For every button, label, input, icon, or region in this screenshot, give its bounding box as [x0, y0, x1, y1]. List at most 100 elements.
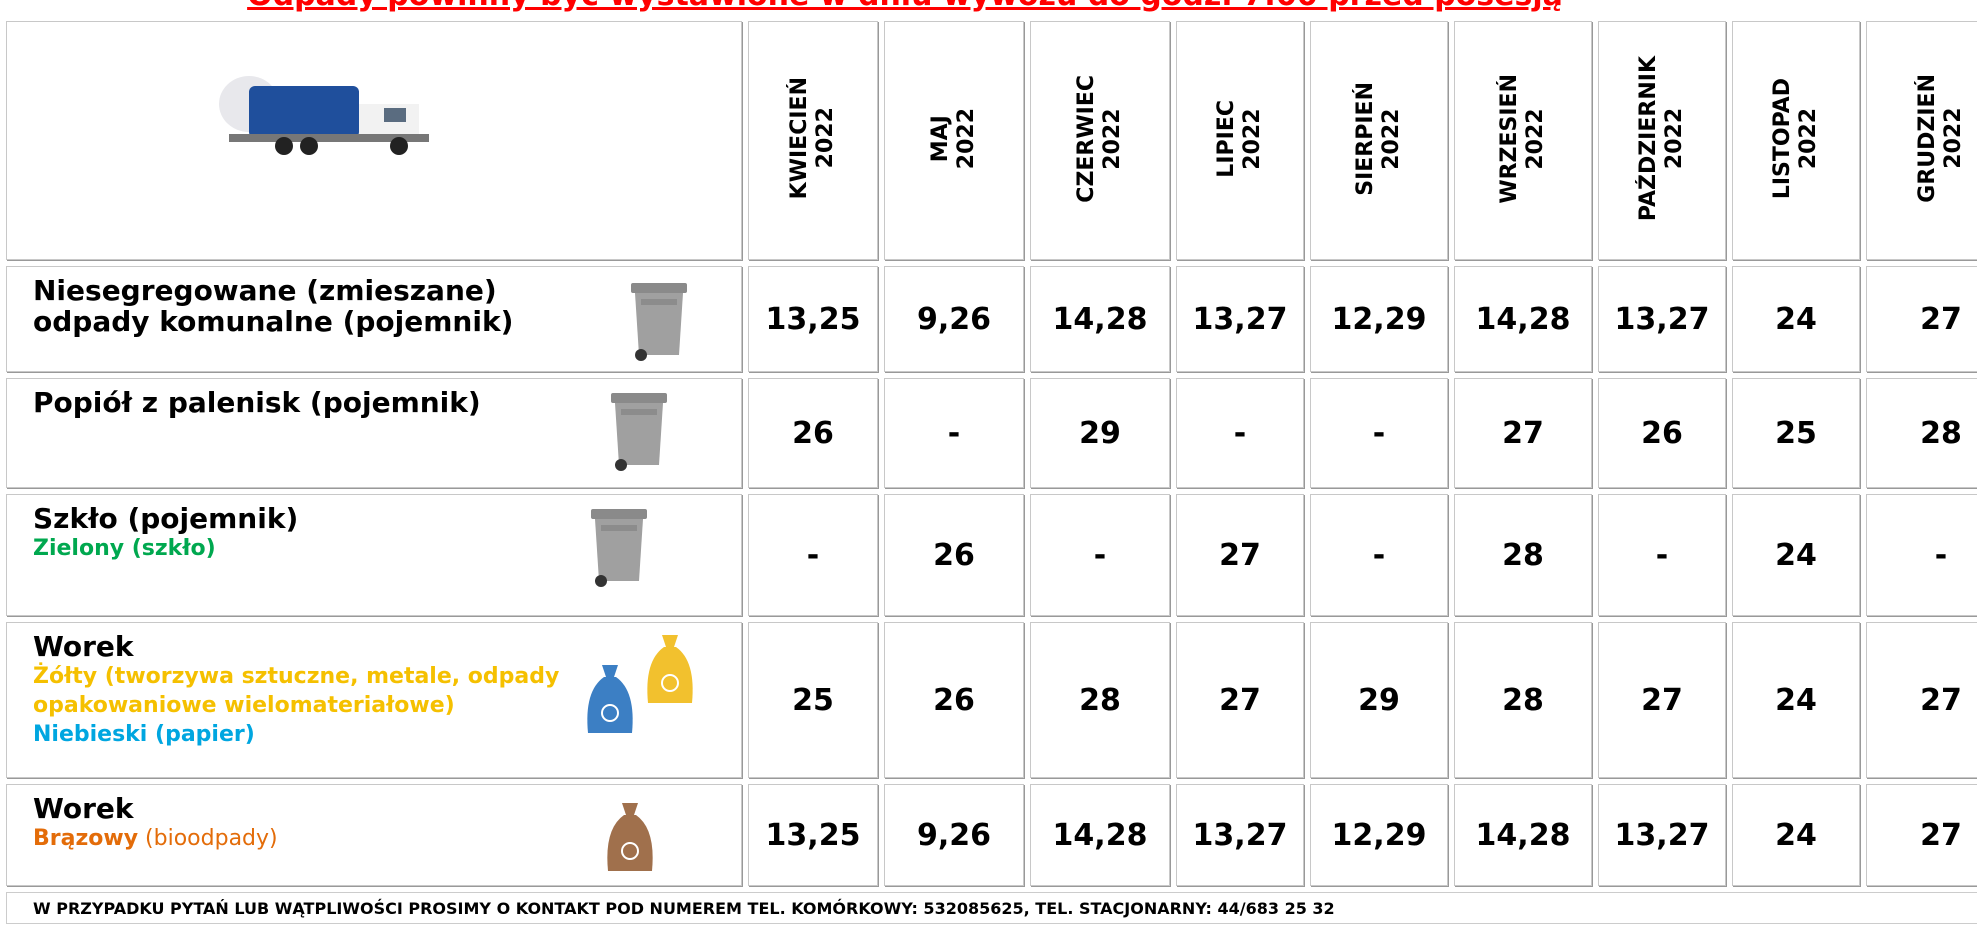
row-title: Popiół z palenisk (pojemnik) [33, 387, 613, 418]
month-year: 2022 [954, 108, 979, 169]
collection-date: 12,29 [1310, 266, 1448, 372]
collection-date: 24 [1732, 494, 1860, 616]
collection-date: 25 [1732, 378, 1860, 488]
collection-date: 14,28 [1454, 784, 1592, 886]
row-icon [627, 281, 691, 367]
month-name: LIPIEC [1214, 100, 1239, 178]
row-note: Brązowy [33, 826, 138, 851]
row-icon [607, 391, 671, 477]
collection-date: 27 [1866, 622, 1977, 778]
row-note: Żółty (tworzywa sztuczne, metale, odpady… [33, 664, 559, 718]
row-title: Worek [33, 793, 613, 824]
page: Odpady powinny być wystawione w dniu wyw… [0, 0, 1977, 915]
month-name: PAŹDZIERNIK [1636, 56, 1661, 221]
month-year: 2022 [813, 108, 838, 169]
collection-date: - [1030, 494, 1170, 616]
month-year: 2022 [1941, 108, 1966, 169]
footer: W PRZYPADKU PYTAŃ LUB WĄTPLIWOŚCI PROSIM… [6, 892, 1977, 924]
collection-date: 27 [1598, 622, 1726, 778]
month-name: MAJ [928, 115, 953, 162]
row-icon [582, 631, 712, 751]
row-icon [602, 799, 658, 883]
row-note: Niebieski (papier) [33, 722, 255, 747]
row-note-line: Brązowy (bioodpady) [33, 824, 573, 853]
month-name: WRZESIEŃ [1497, 74, 1522, 204]
collection-date: - [1310, 494, 1448, 616]
collection-date: 27 [1176, 622, 1304, 778]
collection-date: 27 [1866, 266, 1977, 372]
notice: Odpady powinny być wystawione w dniu wyw… [0, 0, 1810, 13]
month-name: LISTOPAD [1770, 78, 1795, 199]
collection-date: 28 [1866, 378, 1977, 488]
collection-date: 9,26 [884, 784, 1024, 886]
collection-date: - [748, 494, 878, 616]
waste-row: Niesegregowane (zmieszane) odpady komuna… [6, 266, 1977, 372]
collection-date: 28 [1030, 622, 1170, 778]
collection-date: 29 [1310, 622, 1448, 778]
collection-date: 14,28 [1030, 266, 1170, 372]
row-note: Zielony (szkło) [33, 536, 216, 561]
collection-date: 27 [1866, 784, 1977, 886]
collection-date: 13,27 [1176, 266, 1304, 372]
month-name: KWIECIEŃ [787, 77, 812, 199]
collection-date: 26 [1598, 378, 1726, 488]
collection-date: - [1176, 378, 1304, 488]
collection-date: 13,25 [748, 266, 878, 372]
collection-date: 9,26 [884, 266, 1024, 372]
month-year: 2022 [1100, 108, 1125, 169]
collection-date: 14,28 [1454, 266, 1592, 372]
collection-date: - [1310, 378, 1448, 488]
truck-icon [209, 64, 459, 174]
collection-date: 28 [1454, 494, 1592, 616]
collection-date: 14,28 [1030, 784, 1170, 886]
collection-date: 27 [1454, 378, 1592, 488]
collection-date: 13,27 [1176, 784, 1304, 886]
row-note-line: Niebieski (papier) [33, 720, 573, 749]
row-note-line: Żółty (tworzywa sztuczne, metale, odpady… [33, 662, 573, 720]
collection-date: 13,27 [1598, 784, 1726, 886]
collection-date: 26 [748, 378, 878, 488]
month-name: SIERPIEŃ [1353, 82, 1378, 196]
collection-date: 26 [884, 494, 1024, 616]
row-title: Worek [33, 631, 613, 662]
collection-date: 24 [1732, 622, 1860, 778]
collection-date: 29 [1030, 378, 1170, 488]
collection-date: - [1598, 494, 1726, 616]
row-icon [587, 507, 651, 593]
collection-date: - [884, 378, 1024, 488]
month-year: 2022 [1523, 108, 1548, 169]
truck-cell [6, 21, 742, 260]
collection-date: 27 [1176, 494, 1304, 616]
row-label: Popiół z palenisk (pojemnik) [6, 378, 742, 488]
month-year: 2022 [1240, 108, 1265, 169]
month-year: 2022 [1379, 108, 1404, 169]
collection-date: 24 [1732, 784, 1860, 886]
row-title: Niesegregowane (zmieszane) odpady komuna… [33, 275, 613, 337]
month-year: 2022 [1662, 108, 1687, 169]
waste-row: Szkło (pojemnik)Zielony (szkło)-26-27-28… [6, 494, 1977, 616]
row-note-line: Zielony (szkło) [33, 534, 573, 563]
collection-date: 25 [748, 622, 878, 778]
